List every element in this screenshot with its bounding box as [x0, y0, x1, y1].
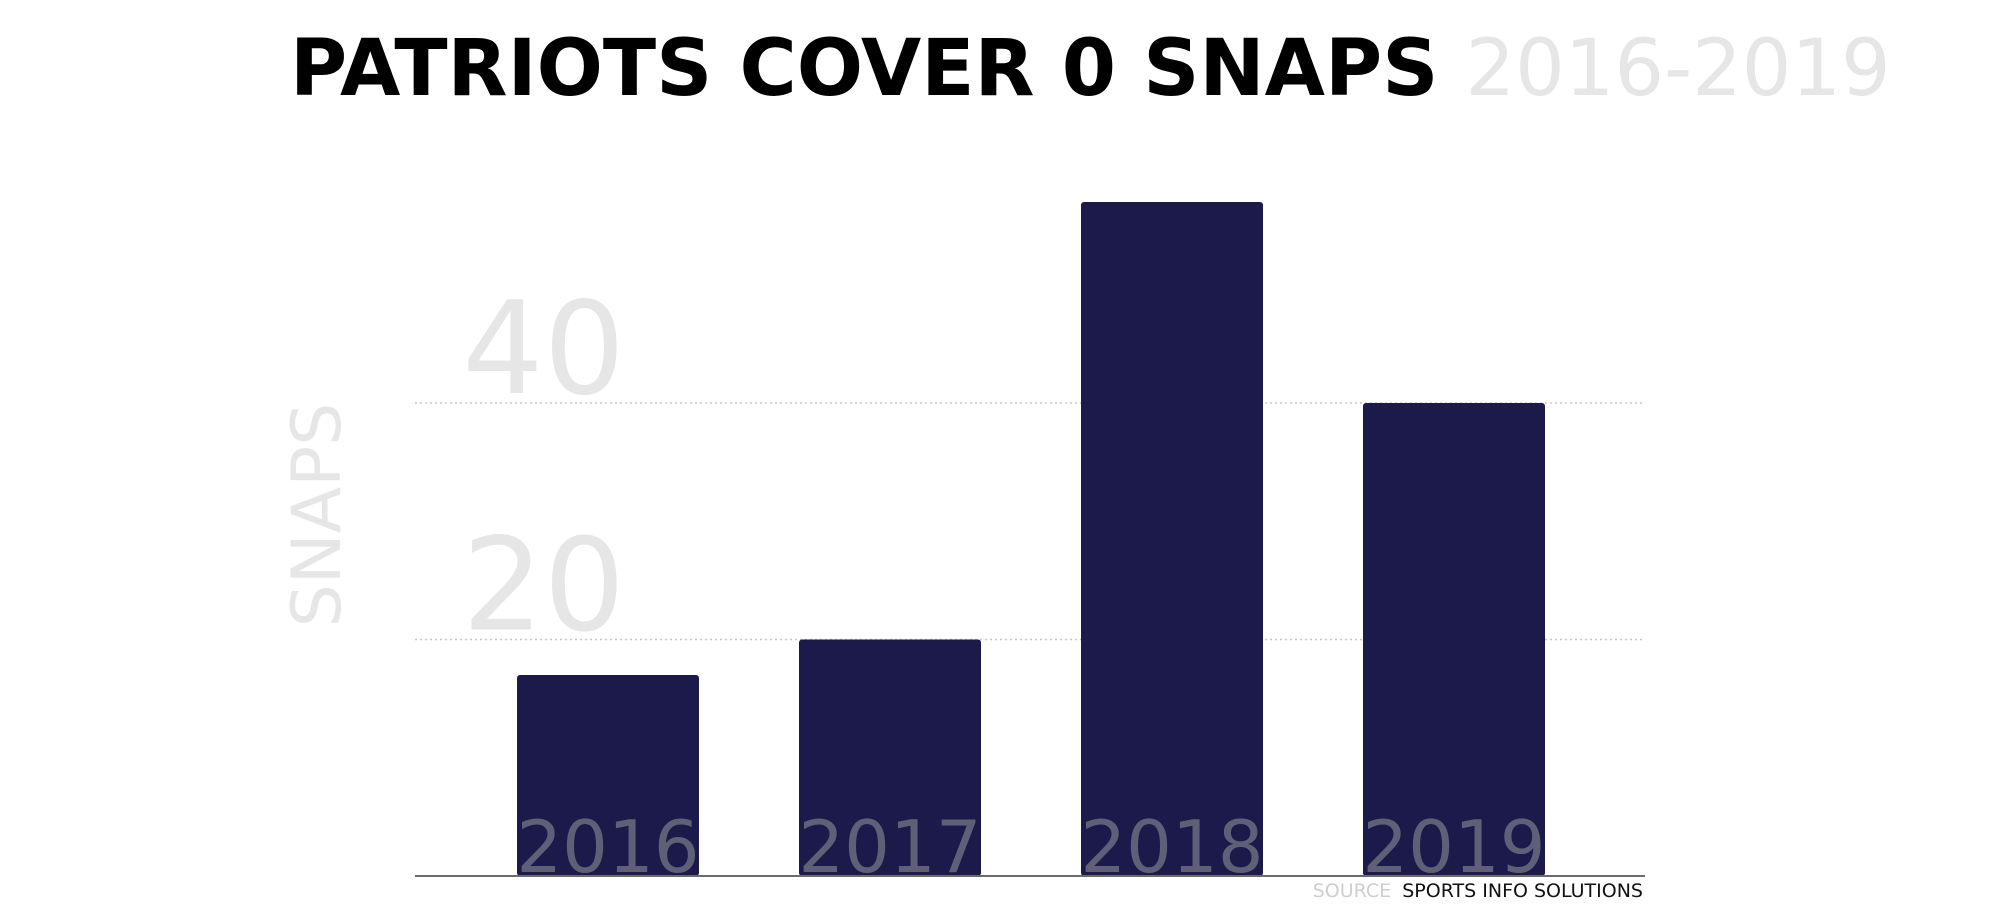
source-value: SPORTS INFO SOLUTIONS: [1402, 880, 1643, 902]
source-note: SOURCE SPORTS INFO SOLUTIONS: [1313, 880, 1643, 902]
chart-subtitle: 2016-2019: [1465, 24, 1890, 114]
bars: [517, 202, 1545, 876]
chart-title: PATRIOTS COVER 0 SNAPS: [290, 24, 1438, 114]
bar-2018: [1081, 202, 1263, 876]
chart-title-group: PATRIOTS COVER 0 SNAPS 2016-2019: [290, 24, 1891, 114]
bar-2019: [1363, 403, 1545, 876]
y-tick-label: 20: [462, 512, 625, 661]
svg-text:PATRIOTS COVER 0 SNAPS 2: PATRIOTS COVER 0 SNAPS 2016-2019: [290, 24, 1891, 114]
y-axis-label: SNAPS: [278, 403, 357, 628]
source-label: SOURCE: [1313, 880, 1391, 902]
bar-2016: [517, 674, 699, 876]
y-tick-label: 40: [462, 275, 625, 424]
bar-2017: [799, 639, 981, 876]
